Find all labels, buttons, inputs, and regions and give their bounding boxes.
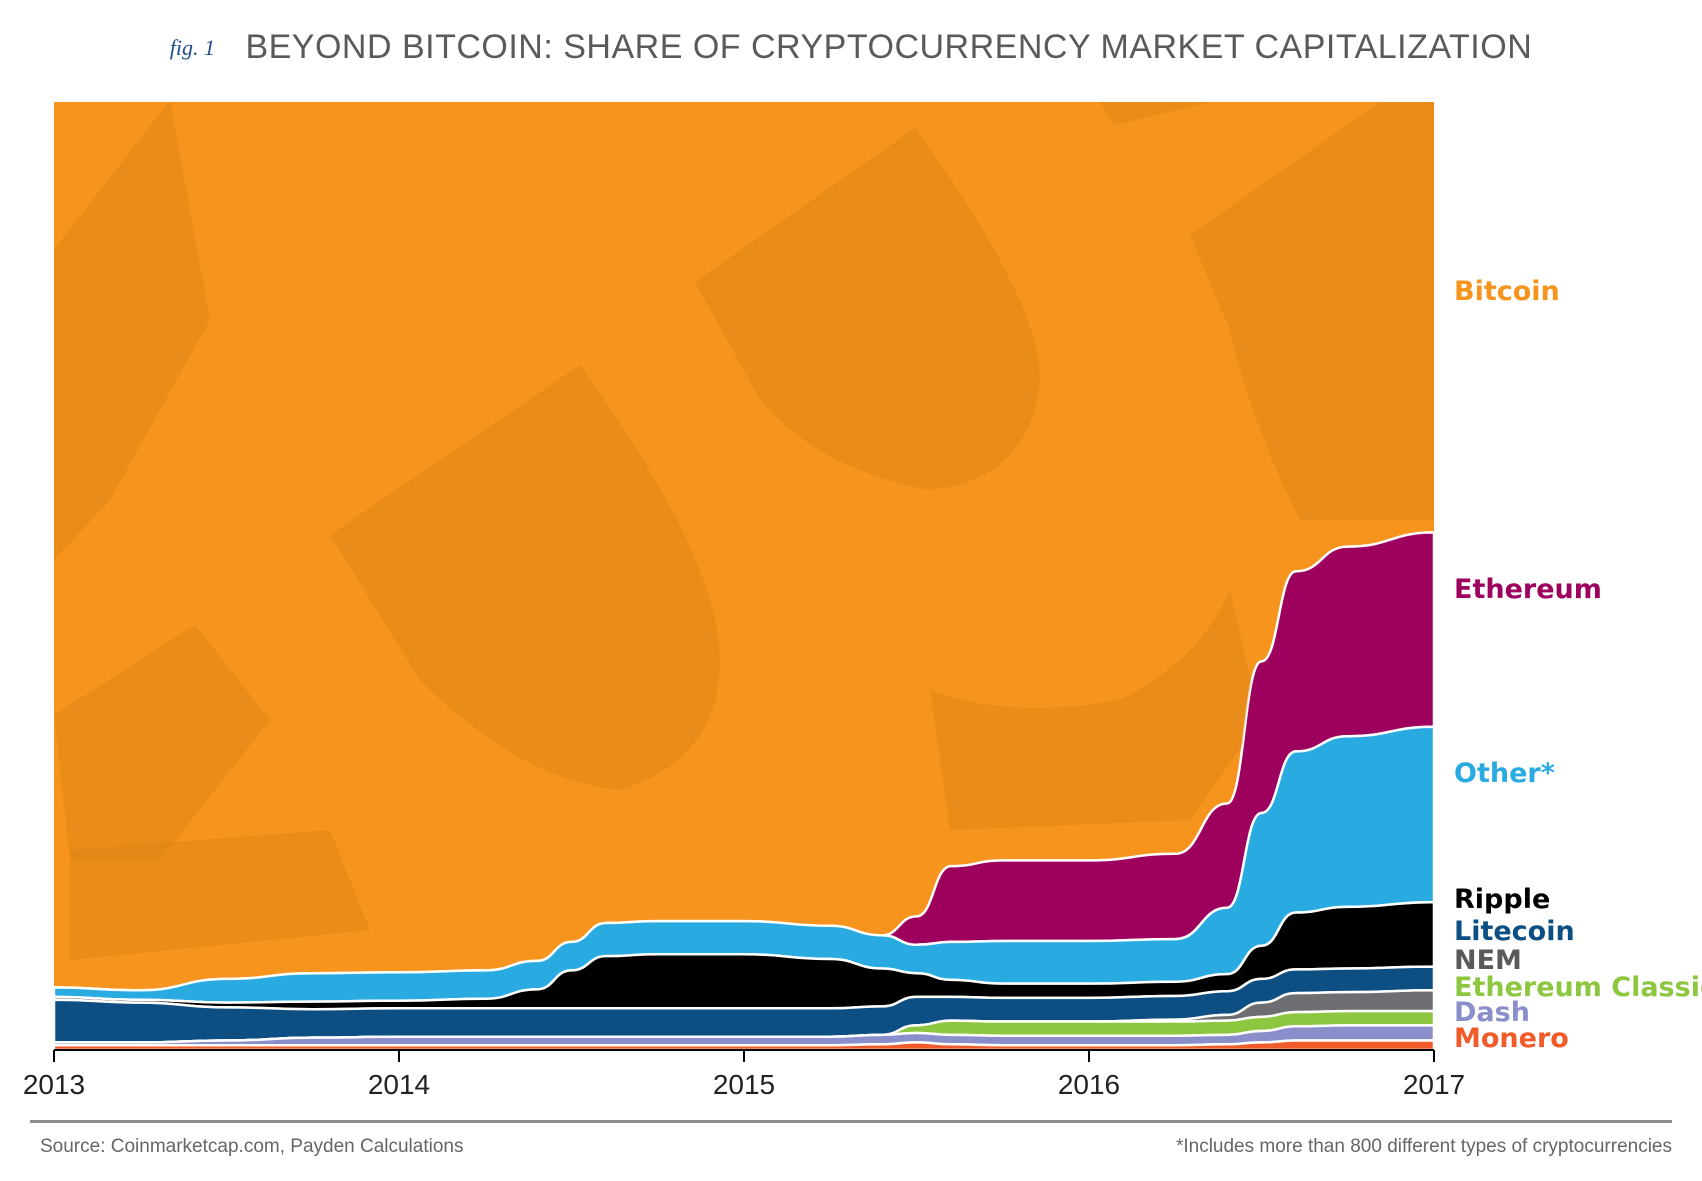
legend-label-ethereum: Ethereum xyxy=(1454,574,1602,605)
figure-label: fig. 1 xyxy=(169,34,215,60)
chart-title: BEYOND BITCOIN: SHARE OF CRYPTOCURRENCY … xyxy=(245,28,1533,66)
x-axis: 2013 2014 2015 2016 2017 xyxy=(23,1049,1465,1100)
area-layers xyxy=(54,102,1434,1050)
source-note: Source: Coinmarketcap.com, Payden Calcul… xyxy=(40,1136,464,1157)
legend-label-ripple: Ripple xyxy=(1454,884,1550,915)
x-tick-label: 2014 xyxy=(368,1069,430,1100)
legend-label-litecoin: Litecoin xyxy=(1454,916,1575,947)
chart-title-row: fig. 1 BEYOND BITCOIN: SHARE OF CRYPTOCU… xyxy=(0,28,1702,67)
footer-divider xyxy=(30,1120,1672,1123)
legend-label-other: Other* xyxy=(1454,758,1555,789)
x-tick-label: 2017 xyxy=(1403,1069,1465,1100)
legend-label-nem: NEM xyxy=(1454,945,1522,976)
legend-label-monero: Monero xyxy=(1454,1023,1569,1054)
area-monero xyxy=(54,1039,1434,1050)
legend-label-bitcoin: Bitcoin xyxy=(1454,276,1560,307)
x-tick-label: 2015 xyxy=(713,1069,775,1100)
bitcoin-watermark-icon xyxy=(54,100,1434,960)
legend-label-dash: Dash xyxy=(1454,997,1530,1028)
footnote: *Includes more than 800 different types … xyxy=(1175,1136,1672,1157)
legend-label-ethereum-classic: Ethereum Classic xyxy=(1454,972,1702,1003)
x-tick-label: 2013 xyxy=(23,1069,85,1100)
x-tick-label: 2016 xyxy=(1058,1069,1120,1100)
area-bitcoin xyxy=(54,102,1434,991)
